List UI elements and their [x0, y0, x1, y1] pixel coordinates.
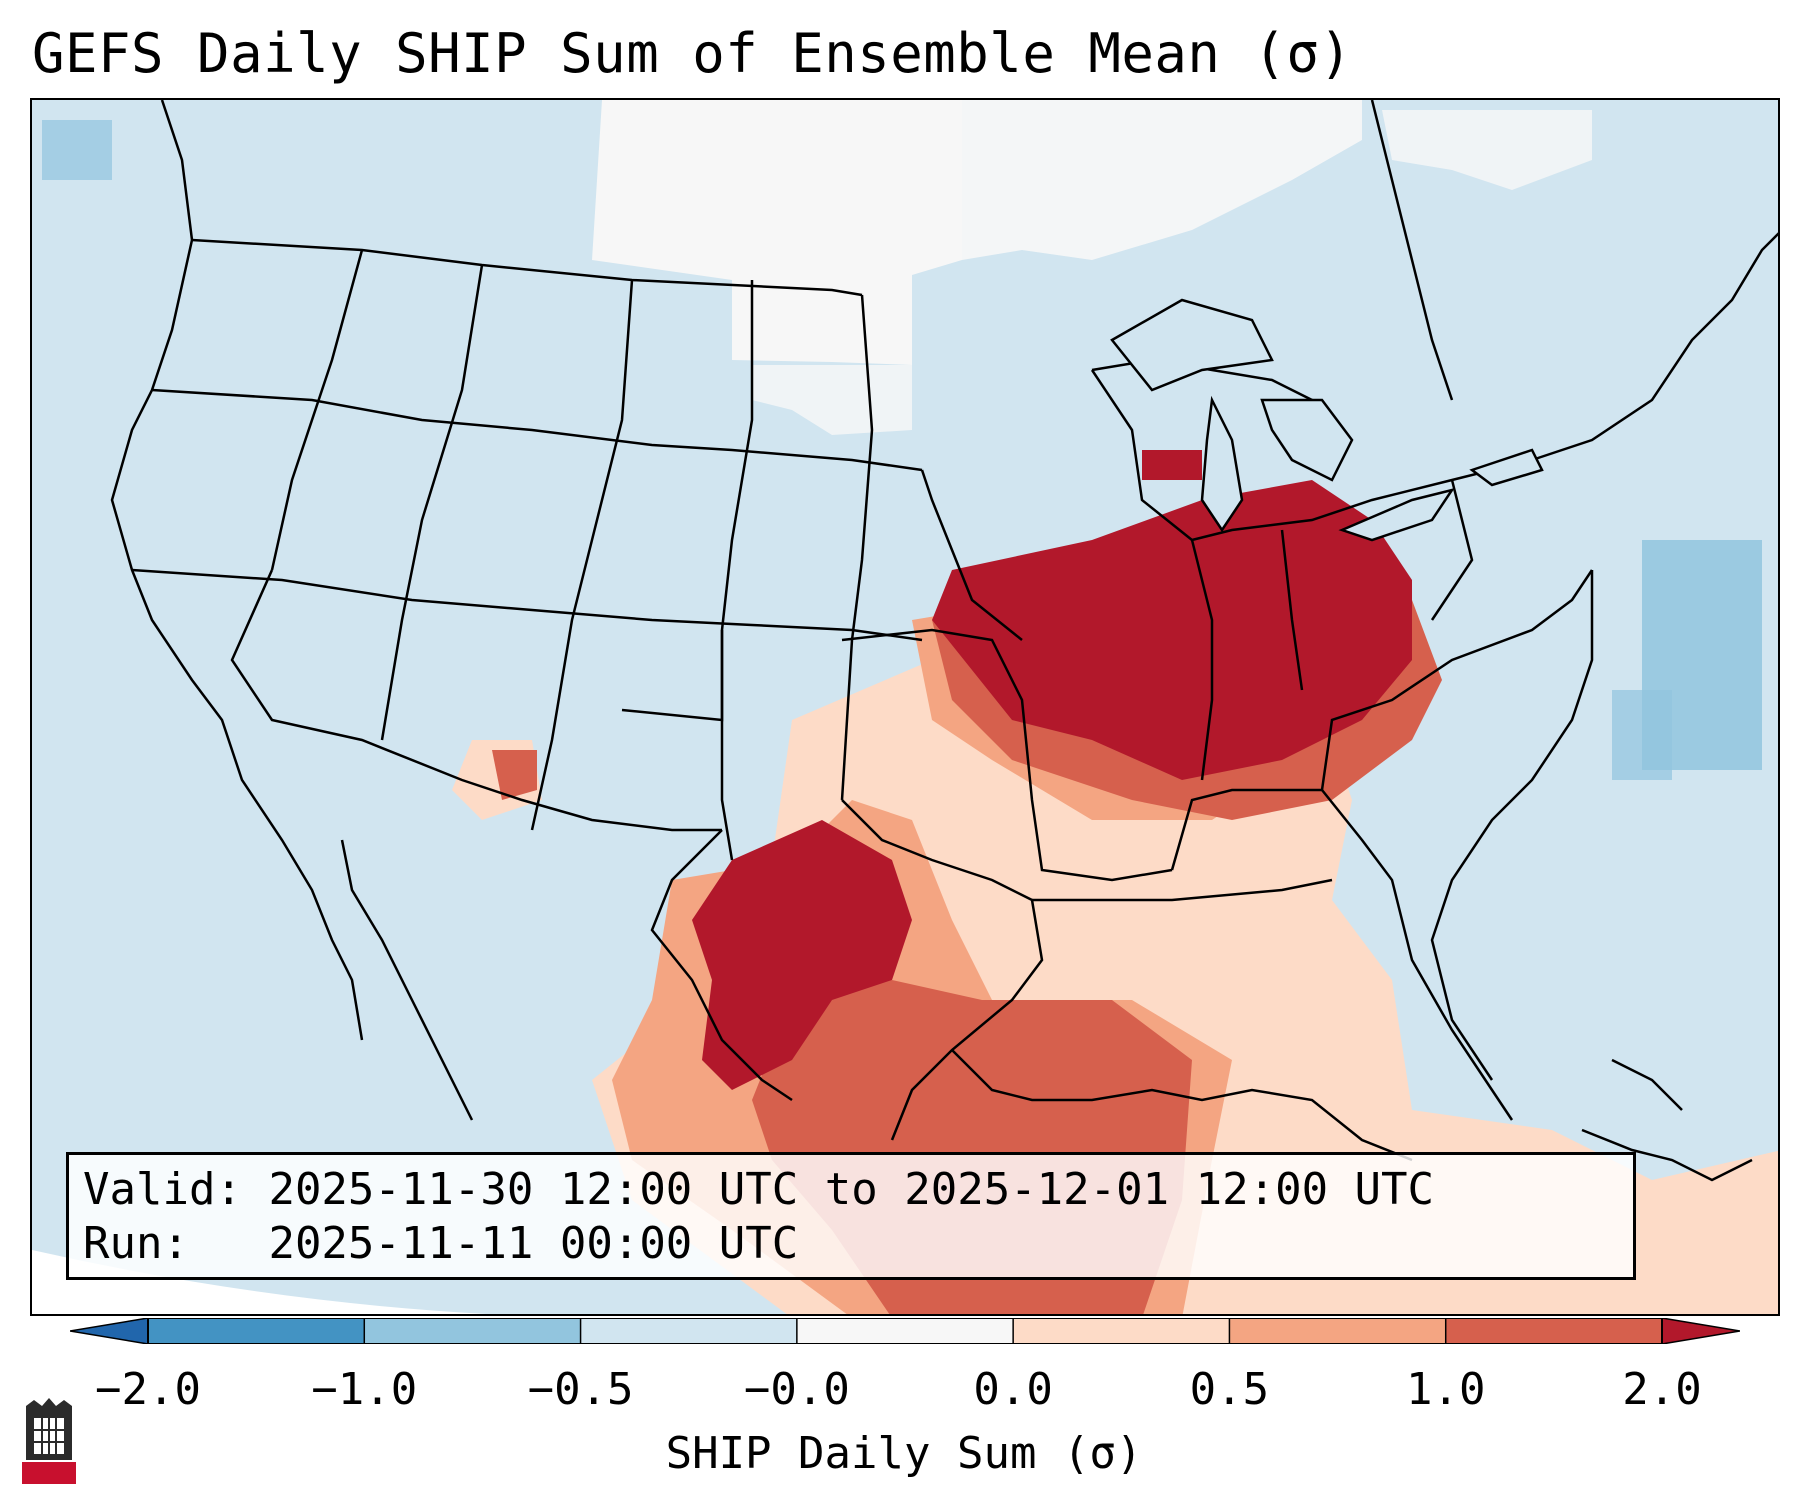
field-above-2.0-texas	[692, 820, 912, 1090]
colorbar-tick-label: 1.0	[1405, 1364, 1486, 1415]
colorbar-extend-low	[70, 1318, 149, 1344]
state-borders	[110, 100, 1778, 1182]
colorbar-bin	[1229, 1318, 1446, 1344]
colorbar-tick-label: 0.5	[1189, 1364, 1270, 1415]
run-label: Run:	[83, 1218, 189, 1269]
page-title: GEFS Daily SHIP Sum of Ensemble Mean (σ)	[32, 22, 1353, 85]
colorbar-tick-label: −0.5	[527, 1364, 634, 1415]
neutral-zone-north	[592, 100, 962, 365]
run-value: 2025-11-11 00:00 UTC	[268, 1218, 799, 1269]
colorbar	[70, 1318, 1740, 1344]
colorbar-bin	[364, 1318, 581, 1344]
colorbar-tick-label: −0.0	[743, 1364, 850, 1415]
map-canvas	[32, 100, 1778, 1314]
colorbar-label: SHIP Daily Sum (σ)	[665, 1428, 1143, 1479]
colorbar-bin	[1013, 1318, 1230, 1344]
valid-label: Valid:	[83, 1164, 242, 1215]
colorbar-bin	[1445, 1318, 1662, 1344]
colorbar-tick-label: 0.0	[973, 1364, 1053, 1415]
niu-logo-icon	[22, 1398, 76, 1484]
colorbar-bin	[148, 1318, 365, 1344]
field-above-2.0-midwest	[932, 480, 1412, 780]
colorbar-bin	[796, 1318, 1014, 1344]
map-panel	[30, 98, 1780, 1316]
colorbar-tick-label: −2.0	[95, 1364, 201, 1415]
colorbar-tick-label: 2.0	[1622, 1364, 1702, 1415]
colorbar-extend-high	[1661, 1318, 1740, 1344]
valid-run-box: Valid: 2025-11-30 12:00 UTC to 2025-12-0…	[66, 1152, 1636, 1280]
colorbar-tick-label: −1.0	[311, 1364, 418, 1415]
colorbar-bin	[580, 1318, 797, 1344]
valid-value: 2025-11-30 12:00 UTC to 2025-12-01 12:00…	[268, 1164, 1435, 1215]
great-lakes	[1110, 298, 1544, 542]
